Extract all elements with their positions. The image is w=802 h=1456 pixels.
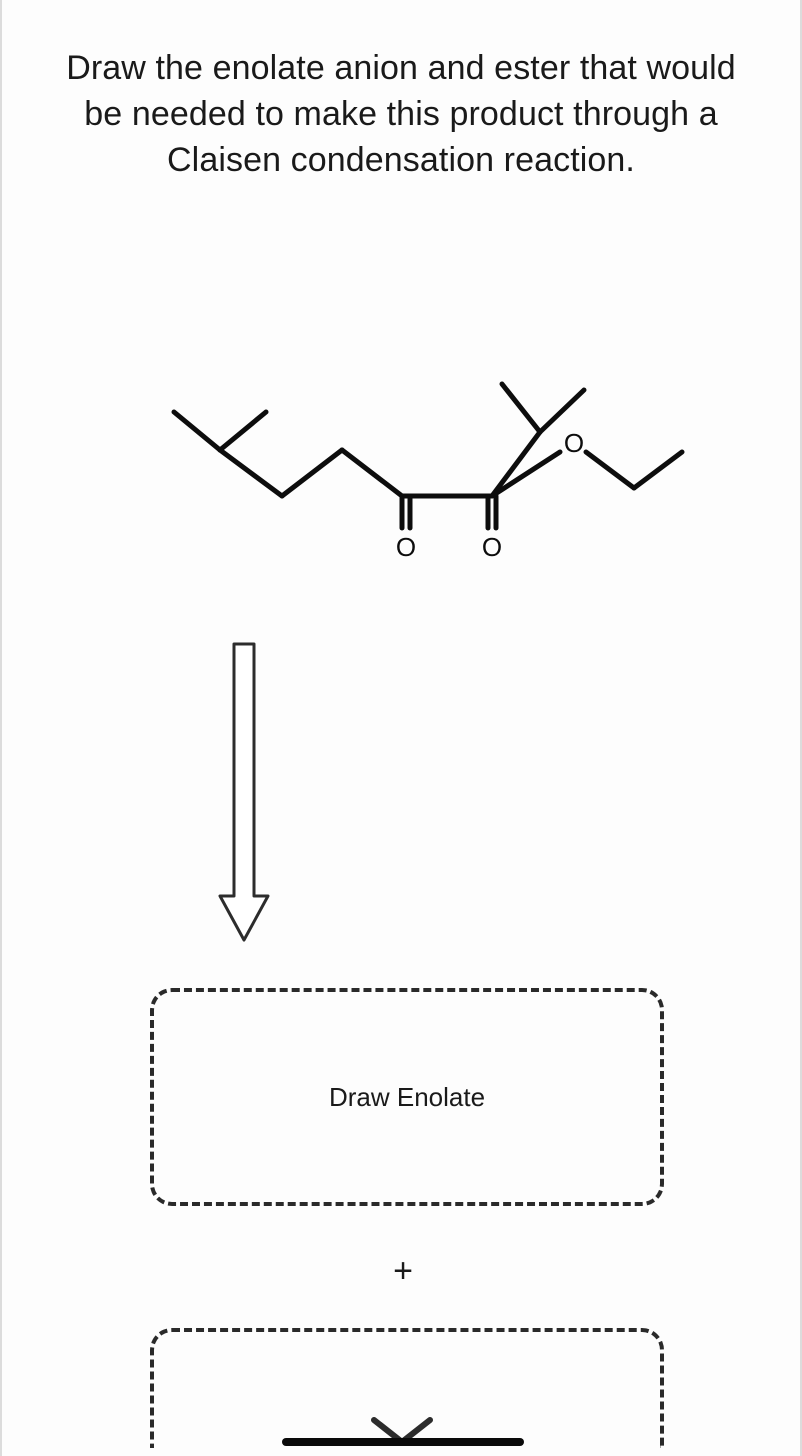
atom-label-o2: O [482, 532, 502, 562]
product-molecule: O O O [142, 340, 702, 600]
draw-enolate-box[interactable]: Draw Enolate [150, 988, 664, 1206]
chevron-down-icon [362, 1412, 442, 1452]
page-root: Draw the enolate anion and ester that wo… [0, 0, 802, 1456]
home-indicator [282, 1438, 524, 1446]
plus-symbol: + [2, 1252, 802, 1291]
retro-arrow-icon [214, 640, 274, 950]
atom-label-o3: O [564, 428, 584, 458]
question-text: Draw the enolate anion and ester that wo… [2, 0, 800, 184]
draw-enolate-label: Draw Enolate [329, 1082, 485, 1113]
atom-label-o1: O [396, 532, 416, 562]
